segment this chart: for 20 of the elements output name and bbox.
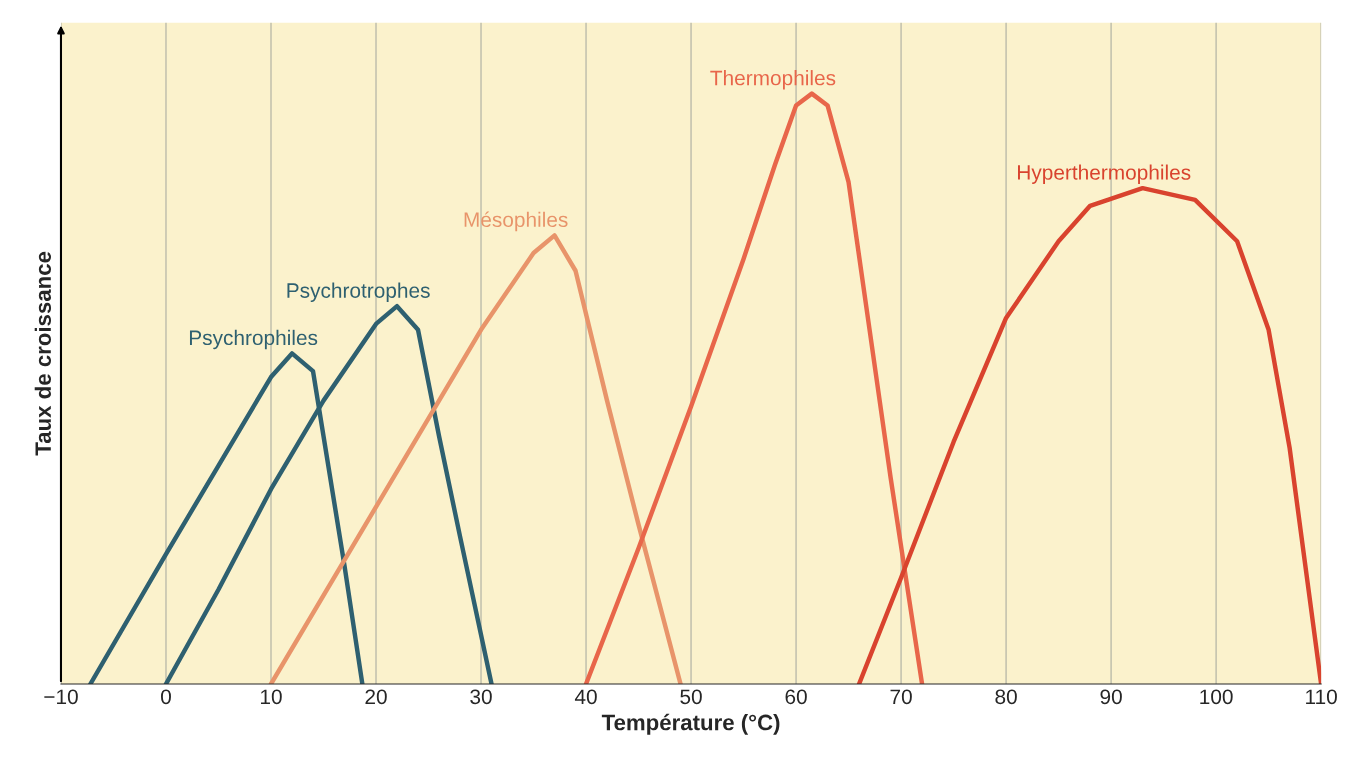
x-tick-label: 50: [680, 689, 702, 705]
x-tick-label: 80: [995, 689, 1017, 705]
x-tick-label: 40: [574, 689, 597, 705]
series-label: Mésophiles: [464, 211, 568, 232]
series-label: Psychrotrophes: [287, 282, 430, 302]
x-tick-label: 10: [261, 689, 282, 705]
series-label: Psychrophiles: [189, 329, 318, 350]
series-label: Thermophiles: [710, 70, 836, 90]
x-axis-title: Température (°C): [601, 713, 780, 735]
x-tick-label: 30: [470, 689, 492, 705]
x-tick-label: 90: [1100, 689, 1122, 705]
x-tick-label: 70: [890, 689, 912, 705]
x-tick-label: −10: [44, 689, 78, 705]
x-tick-label: 20: [365, 689, 387, 705]
x-tick-label: 60: [785, 689, 807, 705]
x-tick-label: 100: [1200, 689, 1233, 705]
series-label: Hyperthermophiles: [1018, 164, 1191, 184]
x-tick-label: 110: [1306, 689, 1337, 705]
x-tick-label: 0: [161, 689, 171, 705]
y-axis-title: Taux de croissance: [34, 251, 52, 456]
